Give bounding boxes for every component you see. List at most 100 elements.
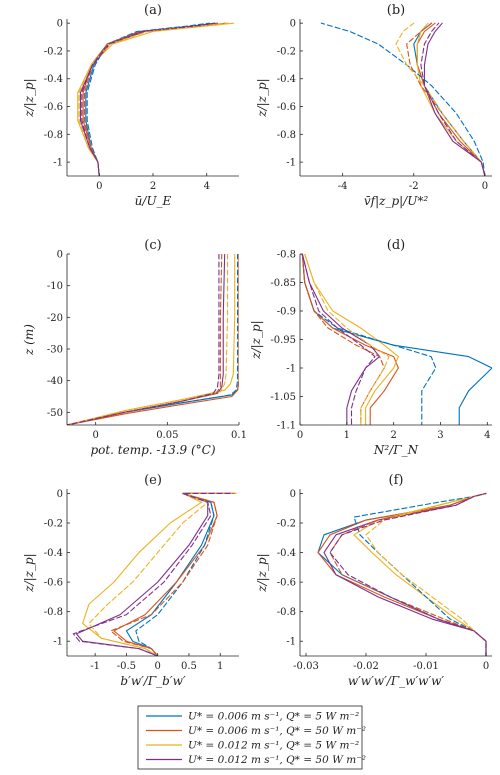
- y-tick-label: -0.4: [44, 548, 63, 559]
- series-line-3: [77, 22, 235, 176]
- y-tick-label: -0.8: [44, 607, 63, 618]
- y-tick-label: -0.6: [44, 578, 63, 589]
- y-tick-label: -0.85: [270, 278, 296, 289]
- y-tick-label: -1.05: [270, 392, 296, 403]
- y-tick-label: -0.2: [277, 518, 296, 529]
- x-tick-label: -2: [409, 181, 419, 192]
- y-axis-label: z/|z_p|: [249, 320, 263, 359]
- y-tick-label: 0: [290, 19, 296, 30]
- y-tick-label: 0: [290, 489, 296, 500]
- panel-4: 0 1 2 3 4 -1.1 -1.05 -1 -0.95 -0.9 -0.85 -0.8 (d) N²/…: [249, 238, 492, 457]
- series-line-8: [420, 22, 486, 176]
- series-line-5: [86, 22, 210, 176]
- x-tick-label: 2: [150, 181, 156, 192]
- y-axis-label: z/|z_p|: [255, 78, 269, 117]
- series-line-8: [301, 254, 376, 425]
- legend-label: U* = 0.012 m s⁻¹, Q* = 5 W m⁻²: [188, 740, 359, 752]
- y-tick-label: -30: [47, 345, 63, 356]
- y-axis-label: z (m): [22, 324, 36, 356]
- x-tick-label: 0: [297, 430, 303, 441]
- y-tick-label: -0.6: [277, 578, 296, 589]
- series-line-7: [88, 492, 237, 656]
- x-tick-label: 0: [155, 661, 161, 672]
- x-axis-label: b′w′/Γ_b′w′: [120, 674, 185, 688]
- panel-title: (b): [387, 3, 405, 18]
- y-tick-label: -0.4: [277, 548, 296, 559]
- series-line-7: [365, 492, 487, 656]
- series-line-1: [301, 254, 492, 425]
- x-tick-label: 4: [204, 181, 210, 192]
- series-line-5: [135, 492, 234, 656]
- x-tick-label: -4: [338, 181, 348, 192]
- series-line-5: [353, 492, 487, 656]
- x-tick-label: 0: [483, 661, 489, 672]
- y-tick-label: -20: [47, 313, 63, 324]
- legend-label: U* = 0.006 m s⁻¹, Q* = 50 W m⁻²: [188, 725, 366, 737]
- panel-title: (f): [389, 473, 404, 488]
- x-tick-label: -0.5: [117, 661, 136, 672]
- series-line-5: [301, 254, 437, 425]
- y-tick-label: 0: [57, 489, 63, 500]
- y-tick-label: -1: [53, 637, 63, 648]
- x-tick-label: 0: [482, 181, 488, 192]
- panel-5: -1 -0.5 0 0.5 1 -1 -0.8 -0.6 -0.4 -0.2 0 (e) b′w′/Γ_…: [22, 473, 239, 688]
- series-line-2: [301, 254, 399, 425]
- series-line-2: [82, 22, 227, 176]
- x-axis-label: w′w′w′/Γ_w′w′w′: [348, 674, 445, 688]
- series-group: [77, 22, 235, 176]
- y-tick-label: 0: [57, 250, 63, 261]
- x-tick-label: 3: [437, 430, 443, 441]
- x-tick-label: 0.5: [181, 661, 197, 672]
- series-line-8: [329, 492, 487, 656]
- panel-2: -4 -2 0 -1 -0.8 -0.6 -0.4 -0.2 0 (b) v̄f|z_p|/U*² z…: [255, 3, 492, 208]
- x-axis-label: ū/U_E: [135, 194, 172, 208]
- panel-3: 0 0.05 0.1 -50 -40 -30 -20 -10 0 (c) pot. temp. -1…: [22, 238, 247, 457]
- x-axis-label: pot. temp. -13.9 (°C): [90, 443, 215, 457]
- x-tick-label: 0.1: [231, 430, 247, 441]
- y-tick-label: -0.4: [277, 74, 296, 85]
- series-line-7: [395, 22, 486, 176]
- series-line-8: [67, 254, 220, 425]
- series-line-4: [423, 22, 486, 176]
- series-line-7: [67, 254, 229, 425]
- series-line-7: [304, 254, 390, 425]
- legend: U* = 0.006 m s⁻¹, Q* = 5 W m⁻² U* = 0.006…: [137, 705, 366, 770]
- x-tick-label: 2: [390, 430, 396, 441]
- panel-title: (e): [144, 473, 162, 488]
- x-axis-label: v̄f|z_p|/U*²: [364, 194, 428, 208]
- x-tick-label: 0.05: [156, 430, 178, 441]
- y-tick-label: -0.2: [44, 46, 63, 57]
- y-tick-label: -0.9: [277, 307, 296, 318]
- x-tick-label: 0: [92, 430, 98, 441]
- y-tick-label: -1.1: [277, 421, 296, 432]
- series-line-8: [72, 492, 234, 656]
- series-group: [317, 492, 487, 656]
- series-line-6: [67, 254, 223, 425]
- panel-6: -0.03 -0.02 -0.01 0 -1 -0.8 -0.6 -0.4 -0.2 0 (f) w′…: [255, 473, 492, 688]
- y-tick-label: -0.6: [44, 102, 63, 113]
- y-tick-label: -1: [286, 637, 296, 648]
- x-axis-label: N²/Γ_N: [373, 443, 419, 457]
- y-tick-label: -40: [47, 376, 63, 387]
- series-group: [72, 492, 237, 656]
- x-tick-label: 0: [96, 181, 102, 192]
- y-tick-label: -1: [53, 158, 63, 169]
- x-tick-label: -0.02: [353, 661, 379, 672]
- series-line-6: [83, 22, 221, 176]
- series-line-2: [113, 492, 237, 656]
- legend-label: U* = 0.006 m s⁻¹, Q* = 5 W m⁻²: [188, 711, 359, 723]
- x-tick-label: -1: [90, 661, 100, 672]
- series-line-6: [329, 492, 487, 656]
- y-tick-label: -1: [286, 158, 296, 169]
- series-line-6: [110, 492, 237, 656]
- panel-title: (a): [144, 3, 162, 18]
- y-tick-label: -0.8: [277, 130, 296, 141]
- y-tick-label: -0.2: [277, 46, 296, 57]
- series-group: [301, 254, 492, 425]
- y-tick-label: -10: [47, 281, 63, 292]
- x-tick-label: -0.03: [293, 661, 319, 672]
- series-group: [320, 22, 486, 176]
- y-tick-label: -0.4: [44, 74, 63, 85]
- x-tick-label: -0.01: [413, 661, 439, 672]
